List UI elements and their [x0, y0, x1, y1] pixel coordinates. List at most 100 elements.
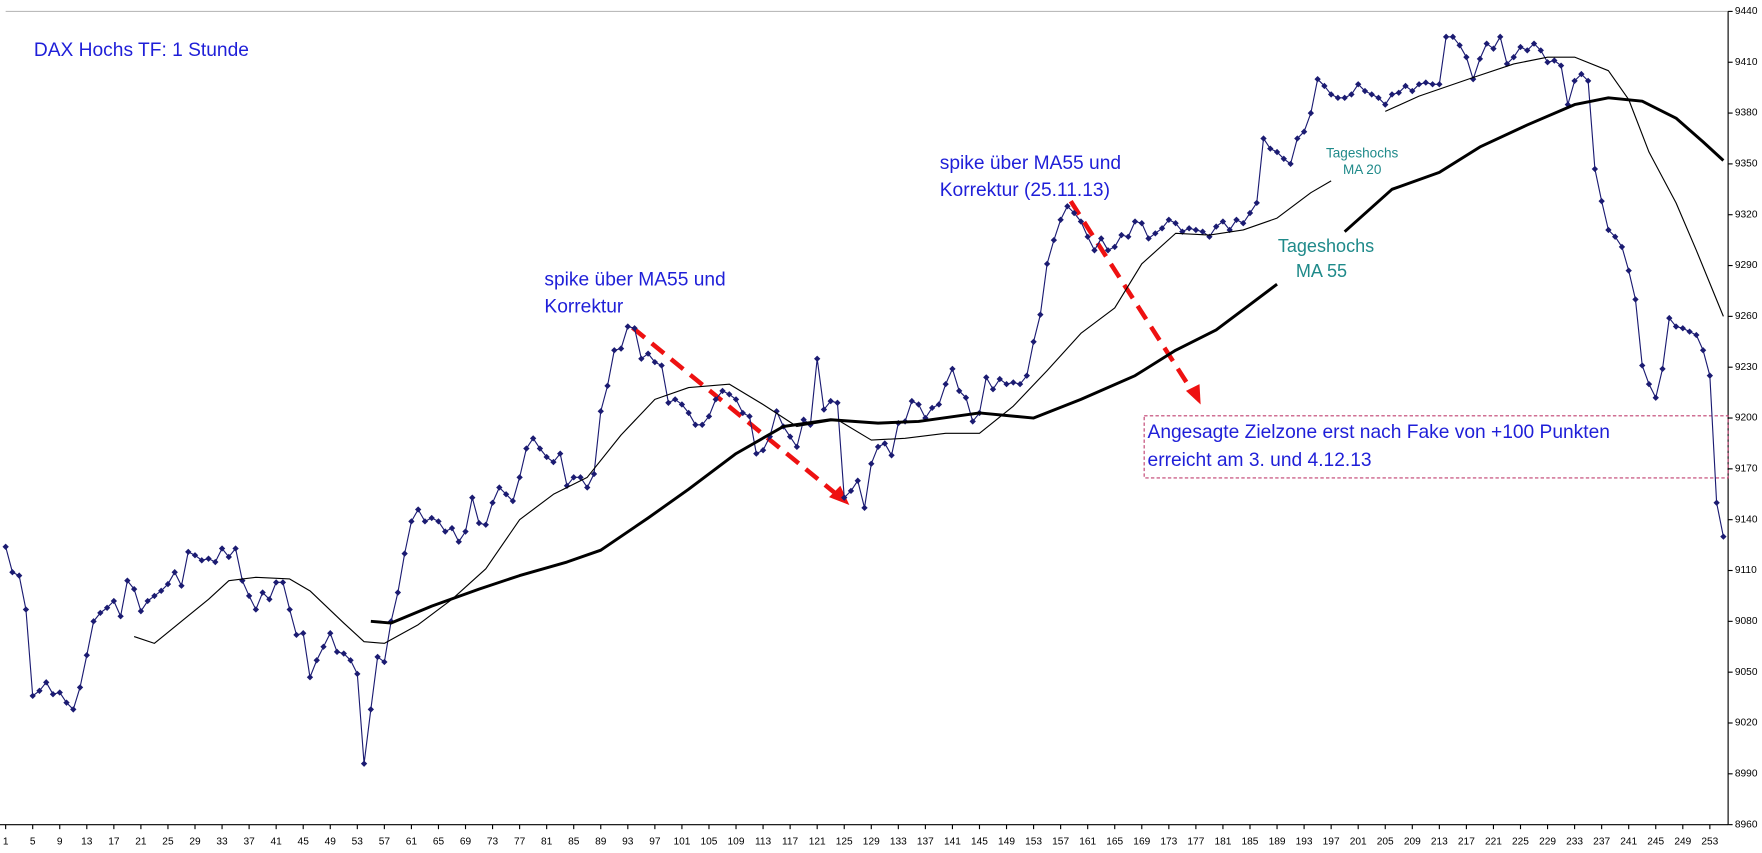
line: [370, 96, 1725, 625]
point: [320, 643, 327, 650]
x-tick-label: 29: [189, 836, 201, 847]
point: [1314, 76, 1321, 83]
point: [814, 355, 821, 362]
point: [908, 397, 916, 405]
x-tick-label: 37: [243, 836, 255, 847]
point: [624, 323, 631, 330]
point: [516, 474, 523, 481]
point: [523, 445, 530, 452]
y-tick-label: 9350: [1735, 159, 1758, 170]
x-tick-label: 57: [379, 836, 391, 847]
point: [1003, 380, 1010, 388]
point: [1192, 226, 1200, 234]
point: [1551, 57, 1558, 64]
point: [1517, 43, 1524, 51]
point: [1436, 81, 1443, 88]
point: [1125, 233, 1132, 240]
point: [1578, 70, 1585, 78]
point: [753, 450, 760, 457]
point: [1064, 203, 1071, 210]
y-tick-label: 9020: [1735, 718, 1758, 729]
point: [1294, 135, 1301, 142]
x-tick-label: 245: [1647, 836, 1664, 847]
point: [279, 579, 287, 586]
arrow: [631, 199, 1195, 496]
point: [354, 670, 361, 678]
x-tick-label: 141: [944, 836, 961, 847]
point: [732, 396, 740, 403]
point: [915, 401, 922, 408]
x-tick-label: 69: [460, 836, 472, 847]
x-tick-label: 101: [673, 836, 690, 847]
point: [1010, 379, 1017, 386]
point: [1334, 94, 1342, 101]
point: [462, 528, 469, 535]
point: [1321, 82, 1328, 90]
x-tick-label: 133: [890, 836, 907, 847]
point: [590, 470, 598, 478]
y-tick-label: 9200: [1735, 413, 1758, 424]
point: [1233, 216, 1240, 223]
x-tick-label: 41: [271, 836, 283, 847]
point: [286, 606, 293, 613]
point: [1706, 372, 1714, 379]
x-tick-label: 217: [1458, 836, 1475, 847]
point: [854, 477, 861, 484]
point: [1084, 233, 1091, 240]
line: [5, 36, 1724, 765]
point: [888, 452, 895, 459]
x-tick-label: 165: [1106, 836, 1123, 847]
point: [1449, 33, 1457, 40]
x-tick-label: 161: [1079, 836, 1096, 847]
point: [9, 569, 16, 576]
x-tick-label: 205: [1377, 836, 1394, 847]
y-tick-label: 8960: [1735, 819, 1758, 830]
point: [665, 399, 672, 406]
point: [1625, 267, 1632, 274]
line: [133, 56, 1724, 644]
point: [1050, 236, 1058, 244]
point: [306, 674, 314, 681]
y-tick-label: 9260: [1735, 311, 1758, 322]
point: [442, 528, 449, 535]
y-tick-label: 9320: [1735, 209, 1758, 220]
point: [847, 487, 855, 495]
x-tick-label: 1: [3, 836, 9, 847]
point: [1720, 533, 1727, 540]
point: [1632, 296, 1639, 303]
point: [1375, 94, 1382, 101]
chart-title: DAX Hochs TF: 1 Stunde: [34, 40, 249, 61]
point: [1483, 40, 1490, 47]
point: [1395, 89, 1402, 96]
x-tick-label: 221: [1485, 836, 1502, 847]
point: [137, 608, 145, 615]
point: [381, 658, 388, 666]
point: [550, 458, 557, 466]
annotation: Tageshochs: [1278, 236, 1374, 256]
x-tick-label: 97: [649, 836, 661, 847]
point: [570, 474, 577, 481]
point: [1415, 81, 1423, 88]
x-tick-label: 197: [1323, 836, 1340, 847]
x-tick-label: 189: [1269, 836, 1286, 847]
y-tick-label: 9230: [1735, 362, 1758, 373]
point: [1016, 380, 1024, 388]
point: [1686, 328, 1693, 335]
point: [171, 569, 178, 576]
point: [611, 347, 618, 354]
point: [1348, 91, 1355, 98]
point: [272, 579, 280, 586]
point: [421, 518, 429, 525]
point: [103, 604, 111, 611]
x-tick-label: 137: [917, 836, 934, 847]
point: [1463, 53, 1470, 61]
annotation: Tageshochs: [1326, 145, 1399, 160]
x-tick-label: 93: [622, 836, 634, 847]
point: [1219, 218, 1227, 225]
point: [996, 375, 1003, 383]
annotation: MA 55: [1296, 261, 1347, 281]
point: [252, 606, 260, 613]
x-tick-label: 85: [568, 836, 580, 847]
point: [1544, 59, 1551, 66]
